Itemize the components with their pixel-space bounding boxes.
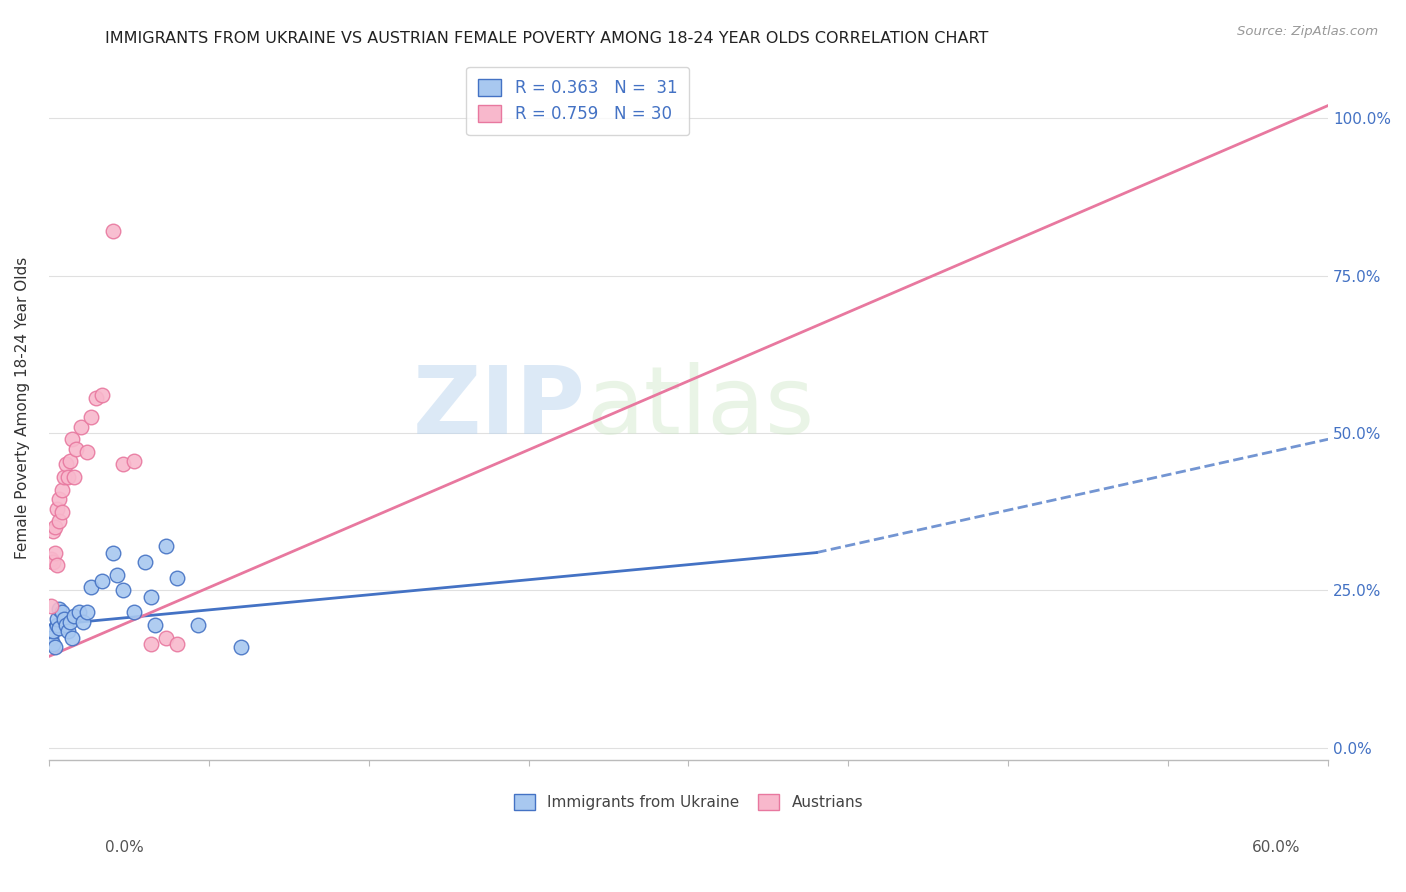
Point (56, 624, 79, 639)
Point (56, 470, 79, 484)
Point (44, 640, 66, 654)
Point (166, 637, 188, 651)
Point (48, 621, 70, 635)
Point (48, 602, 70, 616)
Point (166, 571, 188, 585)
Point (42, 624, 65, 639)
Point (63, 470, 86, 484)
Point (63, 608, 86, 623)
Point (187, 618, 209, 632)
Point (91, 388, 114, 402)
Point (46, 618, 69, 632)
Point (48, 491, 70, 506)
Point (76, 606, 98, 620)
Point (139, 637, 162, 651)
Text: IMMIGRANTS FROM UKRAINE VS AUSTRIAN FEMALE POVERTY AMONG 18-24 YEAR OLDS CORRELA: IMMIGRANTS FROM UKRAINE VS AUSTRIAN FEMA… (105, 31, 988, 46)
Point (101, 545, 124, 559)
Point (101, 224, 124, 238)
Point (46, 612, 69, 626)
Point (60, 432, 83, 446)
Point (52, 612, 75, 626)
Point (72, 615, 94, 629)
Point (44, 545, 66, 559)
Point (122, 606, 145, 620)
Point (42, 637, 65, 651)
Point (60, 631, 83, 645)
Point (51, 606, 73, 620)
Text: Source: ZipAtlas.com: Source: ZipAtlas.com (1237, 25, 1378, 38)
Point (112, 583, 135, 598)
Point (46, 501, 69, 516)
Point (80, 410, 103, 425)
Legend: Immigrants from Ukraine, Austrians: Immigrants from Ukraine, Austrians (508, 788, 869, 816)
Point (52, 470, 75, 484)
Point (39, 552, 62, 566)
Point (55, 618, 77, 632)
Point (122, 454, 145, 468)
Point (39, 631, 62, 645)
Point (145, 618, 167, 632)
Point (46, 558, 69, 573)
Point (42, 524, 65, 538)
Point (48, 514, 70, 528)
Point (229, 640, 252, 654)
Point (112, 458, 135, 472)
Point (55, 458, 77, 472)
Point (39, 599, 62, 613)
Text: atlas: atlas (586, 362, 814, 454)
Point (105, 567, 128, 582)
Point (67, 606, 90, 620)
Point (134, 555, 156, 569)
Point (91, 574, 114, 588)
Text: 0.0%: 0.0% (105, 840, 145, 855)
Point (76, 445, 98, 459)
Point (44, 520, 66, 534)
Point (59, 615, 82, 629)
Point (80, 580, 103, 594)
Text: ZIP: ZIP (413, 362, 586, 454)
Point (155, 631, 177, 645)
Y-axis label: Female Poverty Among 18-24 Year Olds: Female Poverty Among 18-24 Year Olds (15, 257, 30, 559)
Point (51, 505, 73, 519)
Point (155, 539, 177, 553)
Point (139, 590, 162, 604)
Point (51, 483, 73, 497)
Point (69, 419, 91, 434)
Point (65, 442, 87, 456)
Point (42, 555, 65, 569)
Point (84, 392, 107, 406)
Point (59, 454, 82, 468)
Text: 60.0%: 60.0% (1253, 840, 1301, 855)
